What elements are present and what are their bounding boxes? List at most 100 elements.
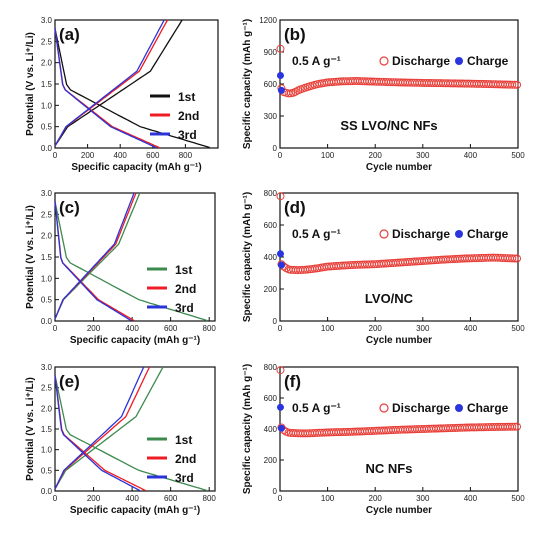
charge-point [276,403,284,411]
y-tick-label: 2.5 [41,37,53,46]
legend-charge-marker [455,230,463,238]
y-tick-label: 2.0 [41,59,53,68]
y-tick-label: 400 [264,425,278,434]
x-tick-label: 200 [81,151,95,160]
legend-label: 3rd [178,128,197,142]
x-axis-label: Specific capacity (mAh g⁻¹) [71,162,201,173]
y-axis-label: Potential (V vs. Li⁺/Li) [25,377,36,481]
y-tick-label: 0.5 [41,296,53,305]
x-tick-label: 0 [278,324,283,333]
legend-discharge-marker [379,229,389,239]
x-axis-label: Cycle number [366,505,432,516]
discharge-curve-1st [54,375,208,492]
x-tick-label: 400 [464,151,478,160]
y-tick-label: 1.5 [41,80,53,89]
legend-label: 1st [175,433,192,447]
voltage-profile-panel-e: 0 200 400 600 800 0.0 0.5 1.0 1.5 2.0 2.5 3.0 Specif… [25,363,216,516]
discharge-point [276,192,285,201]
x-tick-label: 500 [511,151,525,160]
legend-label: 2nd [175,452,196,466]
discharge-curve-2nd [54,28,160,149]
discharge-point [513,422,522,431]
x-tick-label: 100 [321,324,335,333]
y-axis-label: Potential (V vs. Li⁺/Li) [25,205,36,309]
x-tick-label: 100 [321,151,335,160]
y-tick-label: 1.0 [41,274,53,283]
panel-label: (a) [59,25,80,44]
x-tick-label: 100 [321,494,335,503]
discharge-point [508,80,517,89]
discharge-curve-3rd [54,375,141,492]
y-axis-label: Specific capacity (mAh g⁻¹) [242,364,253,494]
y-tick-label: 200 [264,456,278,465]
charge-curve-1st [54,19,183,147]
discharge-point [513,254,522,263]
discharge-point [276,366,285,375]
discharge-curve-2nd [54,201,135,322]
legend-charge-label: Charge [467,227,509,241]
cycling-panel-d: 0 100 200 300 400 500 0 200 400 600 800 Cycle numbe… [242,189,525,346]
x-tick-label: 200 [87,494,101,503]
rate-label: 0.5 A g⁻¹ [292,227,341,241]
discharge-curve-1st [54,201,208,322]
y-tick-label: 2.5 [41,210,53,219]
x-tick-label: 400 [464,494,478,503]
legend-label: 3rd [175,471,194,485]
y-tick-label: 600 [264,394,278,403]
y-tick-label: 0.0 [41,317,53,326]
charge-curve-3rd [54,366,145,490]
legend-discharge-label: Discharge [392,401,450,415]
y-tick-label: 0.5 [41,123,53,132]
y-tick-label: 0.0 [41,487,53,496]
y-tick-label: 800 [264,189,278,198]
rate-label: 0.5 A g⁻¹ [292,54,341,68]
legend-label: 2nd [178,109,199,123]
y-tick-label: 600 [264,221,278,230]
x-tick-label: 0 [278,494,283,503]
y-axis-label: Specific capacity (mAh g⁻¹) [242,192,253,322]
discharge-point [510,254,519,263]
x-tick-label: 600 [146,151,160,160]
x-tick-label: 0 [53,151,58,160]
charge-curve-3rd [54,192,135,320]
x-tick-label: 300 [416,324,430,333]
y-tick-label: 3.0 [41,363,53,372]
x-tick-label: 0 [53,324,58,333]
y-tick-label: 200 [264,285,278,294]
discharge-curve-2nd [54,375,146,492]
x-tick-label: 0 [278,151,283,160]
y-tick-label: 0.0 [41,144,53,153]
x-tick-label: 0 [53,494,58,503]
legend-charge-label: Charge [467,401,509,415]
discharge-point [508,254,517,263]
y-tick-label: 1.5 [41,253,53,262]
y-axis-label: Potential (V vs. Li⁺/Li) [25,32,36,136]
legend-discharge-marker [379,403,389,413]
x-tick-label: 300 [416,494,430,503]
sample-label: NC NFs [366,461,413,476]
charge-curve-3rd [54,19,165,147]
y-tick-label: 0 [273,317,278,326]
discharge-point [510,422,519,431]
panel-label: (b) [284,25,306,44]
legend-charge-marker [455,57,463,65]
x-tick-label: 800 [203,324,217,333]
charge-point [277,424,285,432]
sample-label: SS LVO/NC NFs [340,118,437,133]
y-tick-label: 300 [264,112,278,121]
voltage-profile-panel-c: 0 200 400 600 800 0.0 0.5 1.0 1.5 2.0 2.5 3.0 Specif… [25,189,216,346]
discharge-curve-3rd [54,201,132,322]
legend-label: 2nd [175,282,196,296]
x-tick-label: 800 [203,494,217,503]
x-tick-label: 500 [511,494,525,503]
charge-point [277,86,285,94]
x-tick-label: 200 [87,324,101,333]
y-tick-label: 2.5 [41,384,53,393]
x-tick-label: 600 [164,324,178,333]
legend-discharge-marker [379,56,389,66]
rate-label: 0.5 A g⁻¹ [292,401,341,415]
x-tick-label: 600 [164,494,178,503]
voltage-profile-panel-a: 0 200 400 600 800 0.0 0.5 1.0 1.5 2.0 2.5 3.0 Specif… [25,16,219,173]
legend-label: 1st [178,90,195,104]
